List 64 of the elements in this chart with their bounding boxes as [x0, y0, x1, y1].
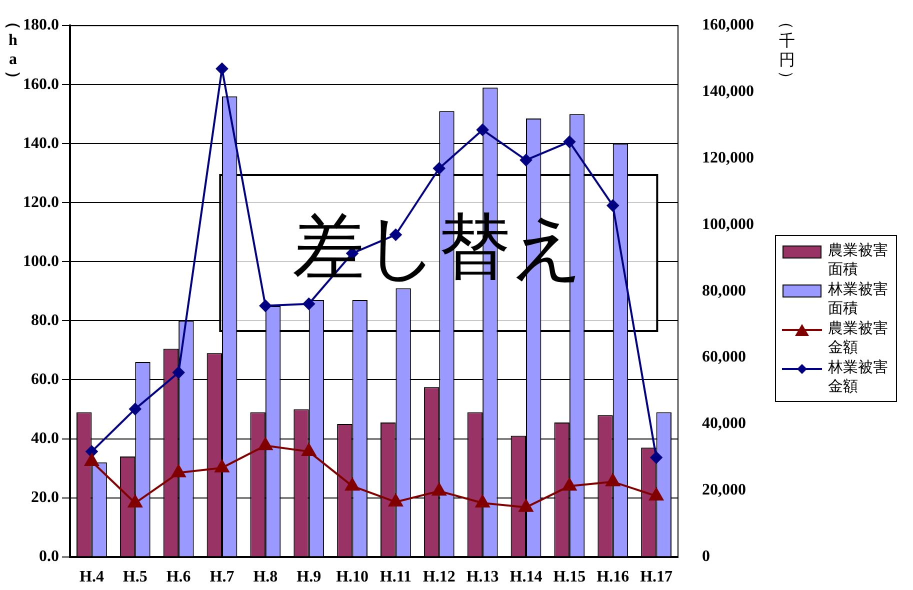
point [172, 464, 186, 478]
legend-label: 農業被害面積 [828, 241, 889, 279]
x-tick-label: H.10 [336, 568, 369, 586]
y-tick-label: 100.0 [23, 252, 59, 270]
point [563, 136, 576, 148]
point [302, 298, 315, 310]
y2-tick-label: 20,000 [702, 482, 746, 499]
y-tick-label: 40.0 [31, 430, 59, 447]
y2-tick-label: 100,000 [702, 216, 754, 233]
x-tick-label: H.15 [553, 568, 586, 586]
y-tick-label: 180.0 [23, 16, 59, 34]
x-tick-label: H.17 [640, 568, 673, 586]
x-tick-label: H.6 [166, 568, 191, 586]
point [520, 154, 532, 166]
point [518, 499, 534, 512]
point [345, 478, 360, 491]
point [388, 494, 403, 507]
y-tick-label: 140.0 [23, 134, 59, 152]
x-tick-label: H.9 [296, 568, 322, 586]
point [650, 452, 662, 464]
x-tick-label: H.4 [79, 568, 104, 586]
point [432, 483, 446, 496]
y2-tick-label: 140,000 [702, 83, 754, 100]
x-tick-label: H.11 [380, 568, 412, 586]
x-tick-label: H.7 [210, 568, 234, 586]
x-tick-label: H.8 [253, 568, 278, 586]
x-tick-label: H.12 [422, 568, 456, 586]
y-tick-label: 60.0 [31, 370, 59, 388]
x-tick-label: H.13 [466, 568, 499, 586]
point [129, 403, 142, 416]
y2-tick-label: 120,000 [702, 150, 754, 167]
point [84, 454, 99, 466]
point [606, 200, 619, 212]
x-tick-label: H.5 [122, 568, 148, 586]
legend-label: 農業被害金額 [828, 319, 889, 357]
x-tick-label: H.16 [596, 568, 630, 586]
y-tick-label: 120.0 [23, 194, 59, 211]
point [606, 474, 620, 486]
y2-tick-label: 60,000 [702, 348, 746, 366]
point [476, 124, 489, 136]
y-tick-label: 160.0 [23, 76, 59, 93]
y2-axis-title: （千円） [778, 12, 796, 88]
y-tick-label: 20.0 [31, 488, 59, 506]
y-tick-label: 80.0 [31, 312, 59, 329]
point [476, 495, 490, 508]
legend-label: 林業被害面積 [828, 280, 889, 318]
point [172, 366, 185, 379]
point [214, 460, 230, 472]
point [216, 62, 228, 75]
point [562, 478, 576, 491]
point [128, 495, 142, 508]
point [259, 300, 272, 312]
y-axis-title: （ha） [4, 12, 22, 88]
y2-tick-label: 40,000 [702, 415, 746, 432]
y2-tick-label: 80,000 [702, 282, 746, 300]
y2-tick-label: 0 [702, 548, 710, 565]
y-tick-label: 0.0 [39, 548, 59, 565]
y2-tick-label: 160,000 [702, 16, 754, 34]
legend-label: 林業被害金額 [828, 358, 889, 396]
x-tick-label: H.14 [510, 568, 542, 586]
point [649, 488, 664, 501]
point [258, 438, 272, 450]
point [433, 162, 446, 174]
point [302, 444, 316, 456]
